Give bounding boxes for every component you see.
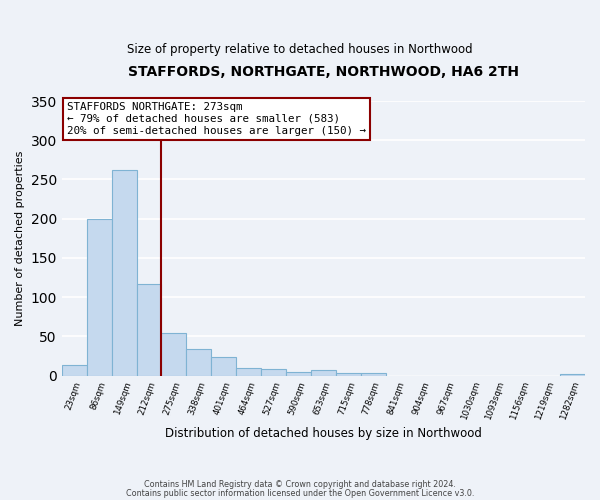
Bar xyxy=(236,368,261,376)
Bar xyxy=(261,370,286,376)
Bar xyxy=(87,218,112,376)
Text: STAFFORDS NORTHGATE: 273sqm
← 79% of detached houses are smaller (583)
20% of se: STAFFORDS NORTHGATE: 273sqm ← 79% of det… xyxy=(67,102,366,136)
Text: Size of property relative to detached houses in Northwood: Size of property relative to detached ho… xyxy=(127,42,473,56)
Title: STAFFORDS, NORTHGATE, NORTHWOOD, HA6 2TH: STAFFORDS, NORTHGATE, NORTHWOOD, HA6 2TH xyxy=(128,65,519,79)
Bar xyxy=(112,170,137,376)
Bar xyxy=(62,366,87,376)
Text: Contains HM Land Registry data © Crown copyright and database right 2024.: Contains HM Land Registry data © Crown c… xyxy=(144,480,456,489)
X-axis label: Distribution of detached houses by size in Northwood: Distribution of detached houses by size … xyxy=(165,427,482,440)
Bar xyxy=(311,370,336,376)
Bar xyxy=(361,373,386,376)
Y-axis label: Number of detached properties: Number of detached properties xyxy=(15,150,25,326)
Bar xyxy=(560,374,585,376)
Bar xyxy=(211,356,236,376)
Bar xyxy=(161,333,187,376)
Text: Contains public sector information licensed under the Open Government Licence v3: Contains public sector information licen… xyxy=(126,488,474,498)
Bar xyxy=(137,284,161,376)
Bar xyxy=(286,372,311,376)
Bar xyxy=(187,349,211,376)
Bar xyxy=(336,373,361,376)
